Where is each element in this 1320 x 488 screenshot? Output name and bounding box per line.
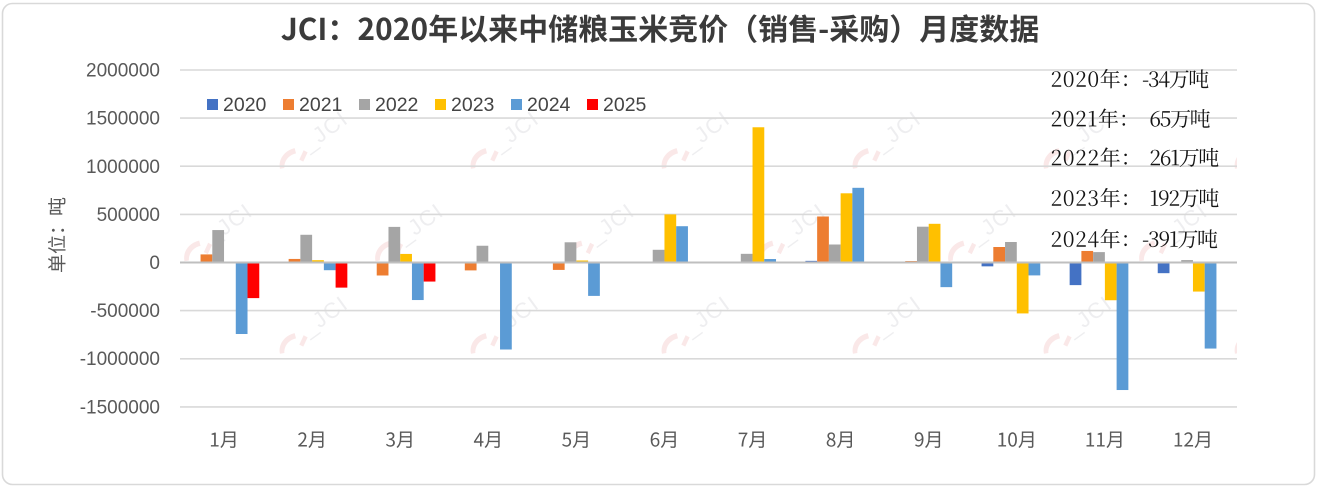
- svg-text:0: 0: [149, 253, 160, 274]
- svg-text:2023: 2023: [451, 94, 494, 116]
- svg-text:-1000000: -1000000: [80, 349, 160, 370]
- svg-text:1000000: 1000000: [86, 157, 160, 178]
- svg-text:2022: 2022: [375, 94, 418, 116]
- svg-text:-1500000: -1500000: [80, 397, 160, 418]
- svg-text:-500000: -500000: [90, 301, 160, 322]
- svg-text:2000000: 2000000: [86, 61, 160, 82]
- svg-text:1500000: 1500000: [86, 109, 160, 130]
- svg-text:2021: 2021: [299, 94, 342, 116]
- svg-text:500000: 500000: [97, 205, 160, 226]
- svg-text:2025: 2025: [603, 94, 647, 116]
- svg-text:2024: 2024: [527, 94, 571, 116]
- svg-text:2020: 2020: [223, 94, 267, 116]
